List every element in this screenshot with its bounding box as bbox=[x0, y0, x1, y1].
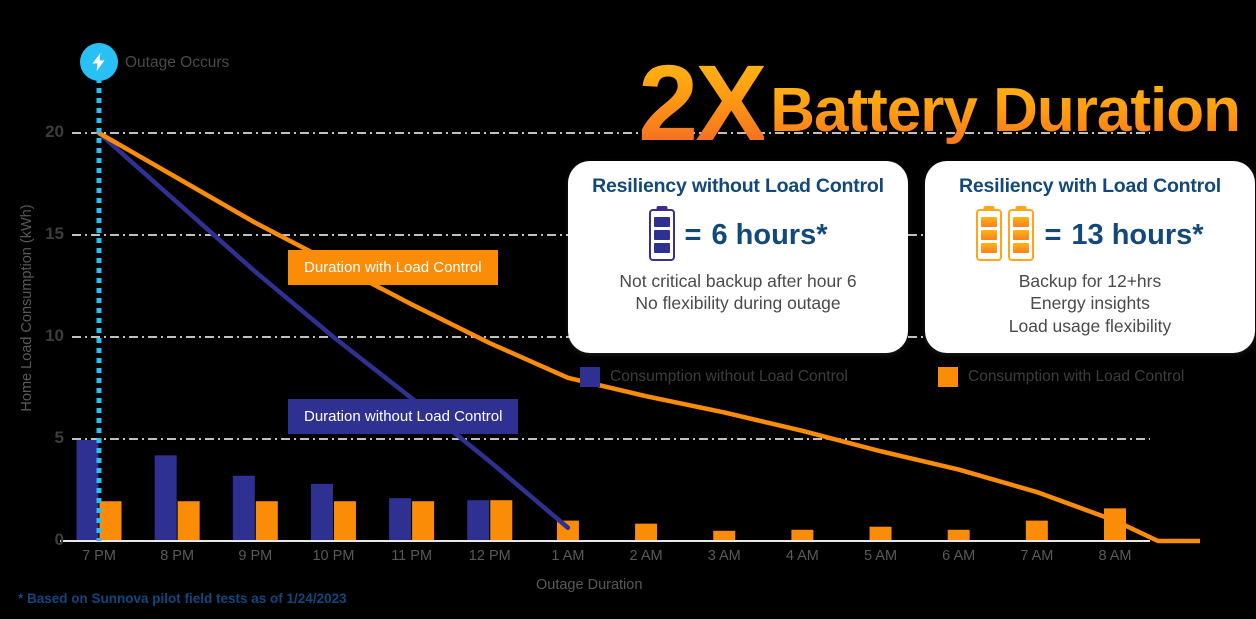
bars-layer bbox=[76, 440, 1126, 541]
battery-icons bbox=[648, 209, 675, 261]
lines-layer bbox=[96, 130, 1200, 544]
bar bbox=[467, 500, 490, 541]
x-tick-label: 6 AM bbox=[942, 548, 976, 564]
x-tick-label: 12 PM bbox=[468, 548, 511, 564]
x-tick-label: 3 AM bbox=[707, 548, 741, 564]
x-tick-label: 5 AM bbox=[864, 548, 898, 564]
lightning-bolt-icon bbox=[80, 43, 118, 81]
bar bbox=[947, 529, 970, 541]
card-body-line: No flexibility during outage bbox=[635, 293, 841, 314]
battery-icon bbox=[1008, 209, 1035, 261]
legend-swatch bbox=[580, 367, 600, 387]
bar bbox=[389, 498, 412, 541]
equals-sign: = bbox=[684, 218, 702, 251]
x-tick-label: 10 PM bbox=[312, 548, 355, 564]
card-body: Not critical backup after hour 6 No flex… bbox=[578, 270, 898, 315]
callout-duration-with-load-control: Duration with Load Control bbox=[288, 250, 498, 285]
bar bbox=[333, 501, 356, 541]
legend-swatch bbox=[938, 367, 958, 387]
x-tick-label: 9 PM bbox=[238, 548, 273, 564]
callout-duration-without-load-control: Duration without Load Control bbox=[288, 399, 519, 434]
x-tick-label: 11 PM bbox=[391, 548, 433, 564]
y-tick-label: 15 bbox=[45, 224, 64, 243]
x-tick-label: 1 AM bbox=[551, 548, 585, 564]
legend-label: Consumption with Load Control bbox=[968, 368, 1185, 385]
x-tick-label: 7 AM bbox=[1020, 548, 1054, 564]
card-body: Backup for 12+hrs Energy insights Load u… bbox=[935, 270, 1245, 337]
headline-multiplier: 2X bbox=[638, 42, 767, 164]
card-resiliency-without-load-control: Resiliency without Load Control = 6 hour… bbox=[568, 161, 908, 353]
card-value: 13 hours* bbox=[1071, 218, 1204, 251]
bar bbox=[713, 530, 736, 541]
outage-occurs-label: Outage Occurs bbox=[125, 54, 230, 71]
bar bbox=[99, 501, 122, 541]
series-line bbox=[96, 130, 1200, 544]
bar bbox=[490, 500, 513, 541]
y-axis-title: Home Load Consumption (kWh) bbox=[19, 204, 35, 412]
equals-sign: = bbox=[1044, 218, 1062, 251]
bar bbox=[255, 501, 278, 541]
bar bbox=[869, 526, 892, 541]
bar bbox=[1025, 520, 1048, 541]
bar bbox=[232, 475, 255, 541]
card-resiliency-with-load-control: Resiliency with Load Control = 13 hours*… bbox=[925, 161, 1255, 353]
card-body-line: Load usage flexibility bbox=[1008, 315, 1172, 336]
battery-icons bbox=[976, 209, 1035, 261]
y-tick-label: 5 bbox=[54, 428, 64, 447]
legend-item-consumption-with-load-control: Consumption with Load Control bbox=[938, 366, 1184, 388]
x-tick-label: 8 AM bbox=[1098, 548, 1132, 564]
battery-icon bbox=[976, 209, 1003, 261]
bar bbox=[154, 455, 177, 541]
series-line bbox=[96, 130, 571, 530]
x-tick-label: 4 AM bbox=[785, 548, 819, 564]
x-tick-label: 2 AM bbox=[629, 548, 663, 564]
bar bbox=[412, 501, 435, 541]
battery-icon bbox=[648, 209, 675, 261]
legend-item-consumption-without-load-control: Consumption without Load Control bbox=[580, 366, 848, 388]
legend-label: Consumption without Load Control bbox=[610, 368, 848, 385]
bar bbox=[791, 529, 814, 541]
card-title: Resiliency without Load Control bbox=[592, 175, 884, 197]
card-body-line: Not critical backup after hour 6 bbox=[619, 271, 857, 291]
y-tick-label: 10 bbox=[45, 326, 64, 345]
bar bbox=[177, 501, 200, 541]
bar bbox=[635, 523, 658, 541]
card-body-line: Energy insights bbox=[1030, 293, 1150, 314]
y-tick-label: 0 bbox=[54, 530, 64, 549]
card-body-line: Backup for 12+hrs bbox=[1018, 271, 1162, 291]
headline: 2X Battery Duration bbox=[600, 28, 1241, 164]
bar bbox=[76, 440, 99, 541]
footnote: * Based on Sunnova pilot field tests as … bbox=[18, 591, 347, 606]
card-metric-row: = 13 hours* bbox=[935, 206, 1245, 264]
headline-text: Battery Duration bbox=[770, 80, 1241, 148]
card-metric-row: = 6 hours* bbox=[578, 206, 898, 264]
x-tick-label: 7 PM bbox=[82, 548, 116, 564]
x-tick-label: 8 PM bbox=[160, 548, 195, 564]
card-title: Resiliency with Load Control bbox=[958, 175, 1221, 197]
bar bbox=[310, 483, 333, 541]
y-tick-label: 20 bbox=[45, 122, 64, 141]
x-axis-title: Outage Duration bbox=[536, 577, 643, 593]
card-value: 6 hours* bbox=[711, 218, 828, 251]
